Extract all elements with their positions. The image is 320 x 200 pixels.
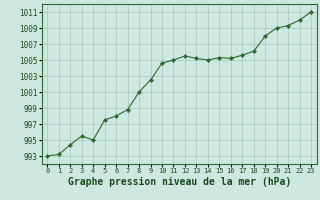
X-axis label: Graphe pression niveau de la mer (hPa): Graphe pression niveau de la mer (hPa) [68,177,291,187]
